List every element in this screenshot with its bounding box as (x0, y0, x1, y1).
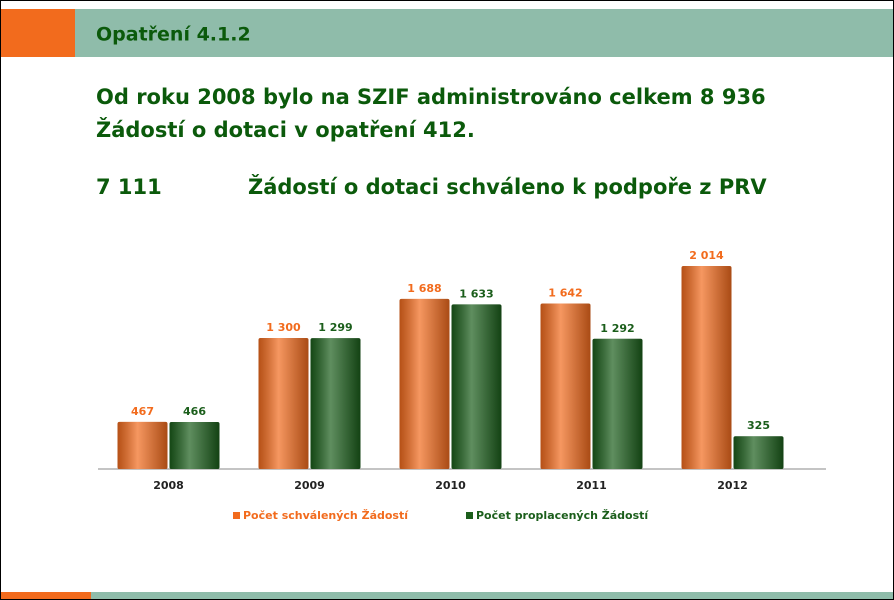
legend-swatch (233, 512, 240, 519)
x-tick-label: 2008 (153, 479, 184, 492)
summary-text: Žádostí o dotaci schváleno k podpoře z P… (248, 174, 767, 199)
legend-label: Počet schválených Žádostí (243, 509, 409, 522)
bar-shine (117, 421, 168, 469)
header-bar (75, 9, 893, 57)
footer-accent (1, 592, 91, 599)
bar-shine (681, 266, 732, 469)
value-label: 467 (131, 405, 154, 418)
value-label: 1 299 (318, 321, 352, 334)
value-label: 1 292 (600, 322, 634, 335)
header-title: Opatření 4.1.2 (96, 24, 251, 46)
intro-line: Od roku 2008 bylo na SZIF administrováno… (96, 85, 766, 109)
value-label: 1 300 (266, 321, 301, 334)
value-label: 1 642 (548, 286, 582, 299)
value-label: 1 633 (459, 287, 493, 300)
intro-line: Žádostí o dotaci v opatření 412. (96, 117, 475, 142)
bar-shine (399, 298, 450, 469)
bar-shine (258, 337, 309, 469)
bar-shine (169, 422, 220, 469)
x-tick-label: 2009 (294, 479, 325, 492)
value-label: 1 688 (407, 282, 441, 295)
bar-shine (451, 304, 502, 469)
summary-count: 7 111 (96, 175, 162, 199)
bar-shine (592, 338, 643, 469)
bar-shine (540, 303, 591, 469)
footer-bar (91, 592, 893, 599)
bar-shine (310, 338, 361, 469)
value-label: 466 (183, 405, 206, 418)
value-label: 2 014 (689, 249, 724, 262)
legend-label: Počet proplacených Žádostí (476, 509, 649, 522)
x-tick-label: 2010 (435, 479, 466, 492)
x-tick-label: 2012 (717, 479, 748, 492)
header-accent (1, 9, 75, 57)
x-tick-label: 2011 (576, 479, 607, 492)
value-label: 325 (747, 419, 770, 432)
bar-shine (733, 436, 784, 469)
legend-swatch (466, 512, 473, 519)
